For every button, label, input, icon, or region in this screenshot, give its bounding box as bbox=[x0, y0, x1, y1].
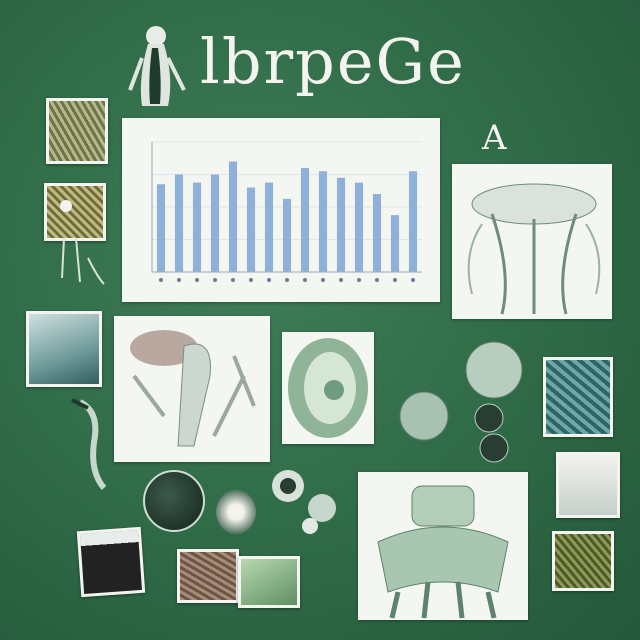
chart-tick-marker bbox=[177, 278, 181, 282]
specimen-thumb-6 bbox=[556, 452, 620, 518]
chart-tick-marker bbox=[285, 278, 289, 282]
chart-tick-marker bbox=[393, 278, 397, 282]
chart-tick-marker bbox=[339, 278, 343, 282]
organism-cluster bbox=[384, 336, 534, 466]
chart-bar bbox=[372, 194, 382, 272]
bubble-cluster bbox=[266, 466, 356, 536]
poster-title: lbrpeGe bbox=[200, 25, 466, 98]
chart-tick-marker bbox=[213, 278, 217, 282]
chart-bar bbox=[390, 215, 400, 272]
chart-bar bbox=[192, 182, 202, 272]
bar-chart bbox=[151, 141, 422, 282]
chart-bar bbox=[336, 177, 346, 272]
organism-figure bbox=[128, 18, 190, 110]
chart-bar bbox=[354, 182, 364, 272]
chart-tick-marker bbox=[195, 278, 199, 282]
chart-bar bbox=[408, 171, 418, 272]
specimen-thumb-5 bbox=[543, 357, 613, 437]
chart-bar bbox=[210, 174, 220, 272]
chart-bar bbox=[156, 184, 166, 272]
specimen-thumb-7 bbox=[177, 549, 239, 603]
chart-tick-marker bbox=[249, 278, 253, 282]
chart-tick-marker bbox=[231, 278, 235, 282]
specimen-thumb-3 bbox=[26, 311, 102, 387]
chart-tick-marker bbox=[303, 278, 307, 282]
chart-bar bbox=[264, 182, 274, 272]
chart-tick-marker bbox=[357, 278, 361, 282]
specimen-thumb-4 bbox=[76, 526, 146, 598]
chart-tick-marker bbox=[159, 278, 163, 282]
chart-tick-marker bbox=[411, 278, 415, 282]
dark-sphere bbox=[143, 470, 205, 532]
anatomy-illustration-2 bbox=[358, 472, 528, 620]
specimen-thumb-9 bbox=[552, 531, 614, 591]
chart-bar bbox=[228, 161, 238, 272]
anatomy-illustration-1 bbox=[452, 164, 612, 319]
chart-bar bbox=[246, 187, 256, 272]
specimen-illustration bbox=[114, 316, 270, 462]
pod-figure bbox=[216, 490, 256, 534]
chart-tick-marker bbox=[321, 278, 325, 282]
specimen-dot-icon bbox=[60, 200, 72, 212]
chart-bar bbox=[282, 198, 292, 272]
chart-tick-marker bbox=[267, 278, 271, 282]
corner-mark: A bbox=[482, 118, 507, 158]
chart-bar bbox=[300, 168, 310, 272]
chart-bar bbox=[174, 174, 184, 272]
seahorse-figure bbox=[60, 392, 124, 492]
cell-illustration bbox=[282, 332, 374, 444]
chart-tick-marker bbox=[375, 278, 379, 282]
specimen-thumb-2 bbox=[44, 183, 106, 241]
chart-bar bbox=[318, 171, 328, 272]
specimen-thumb-1 bbox=[46, 98, 108, 164]
stalk-figure bbox=[58, 238, 108, 286]
bar-chart-card bbox=[122, 118, 440, 302]
specimen-thumb-8 bbox=[238, 556, 300, 608]
